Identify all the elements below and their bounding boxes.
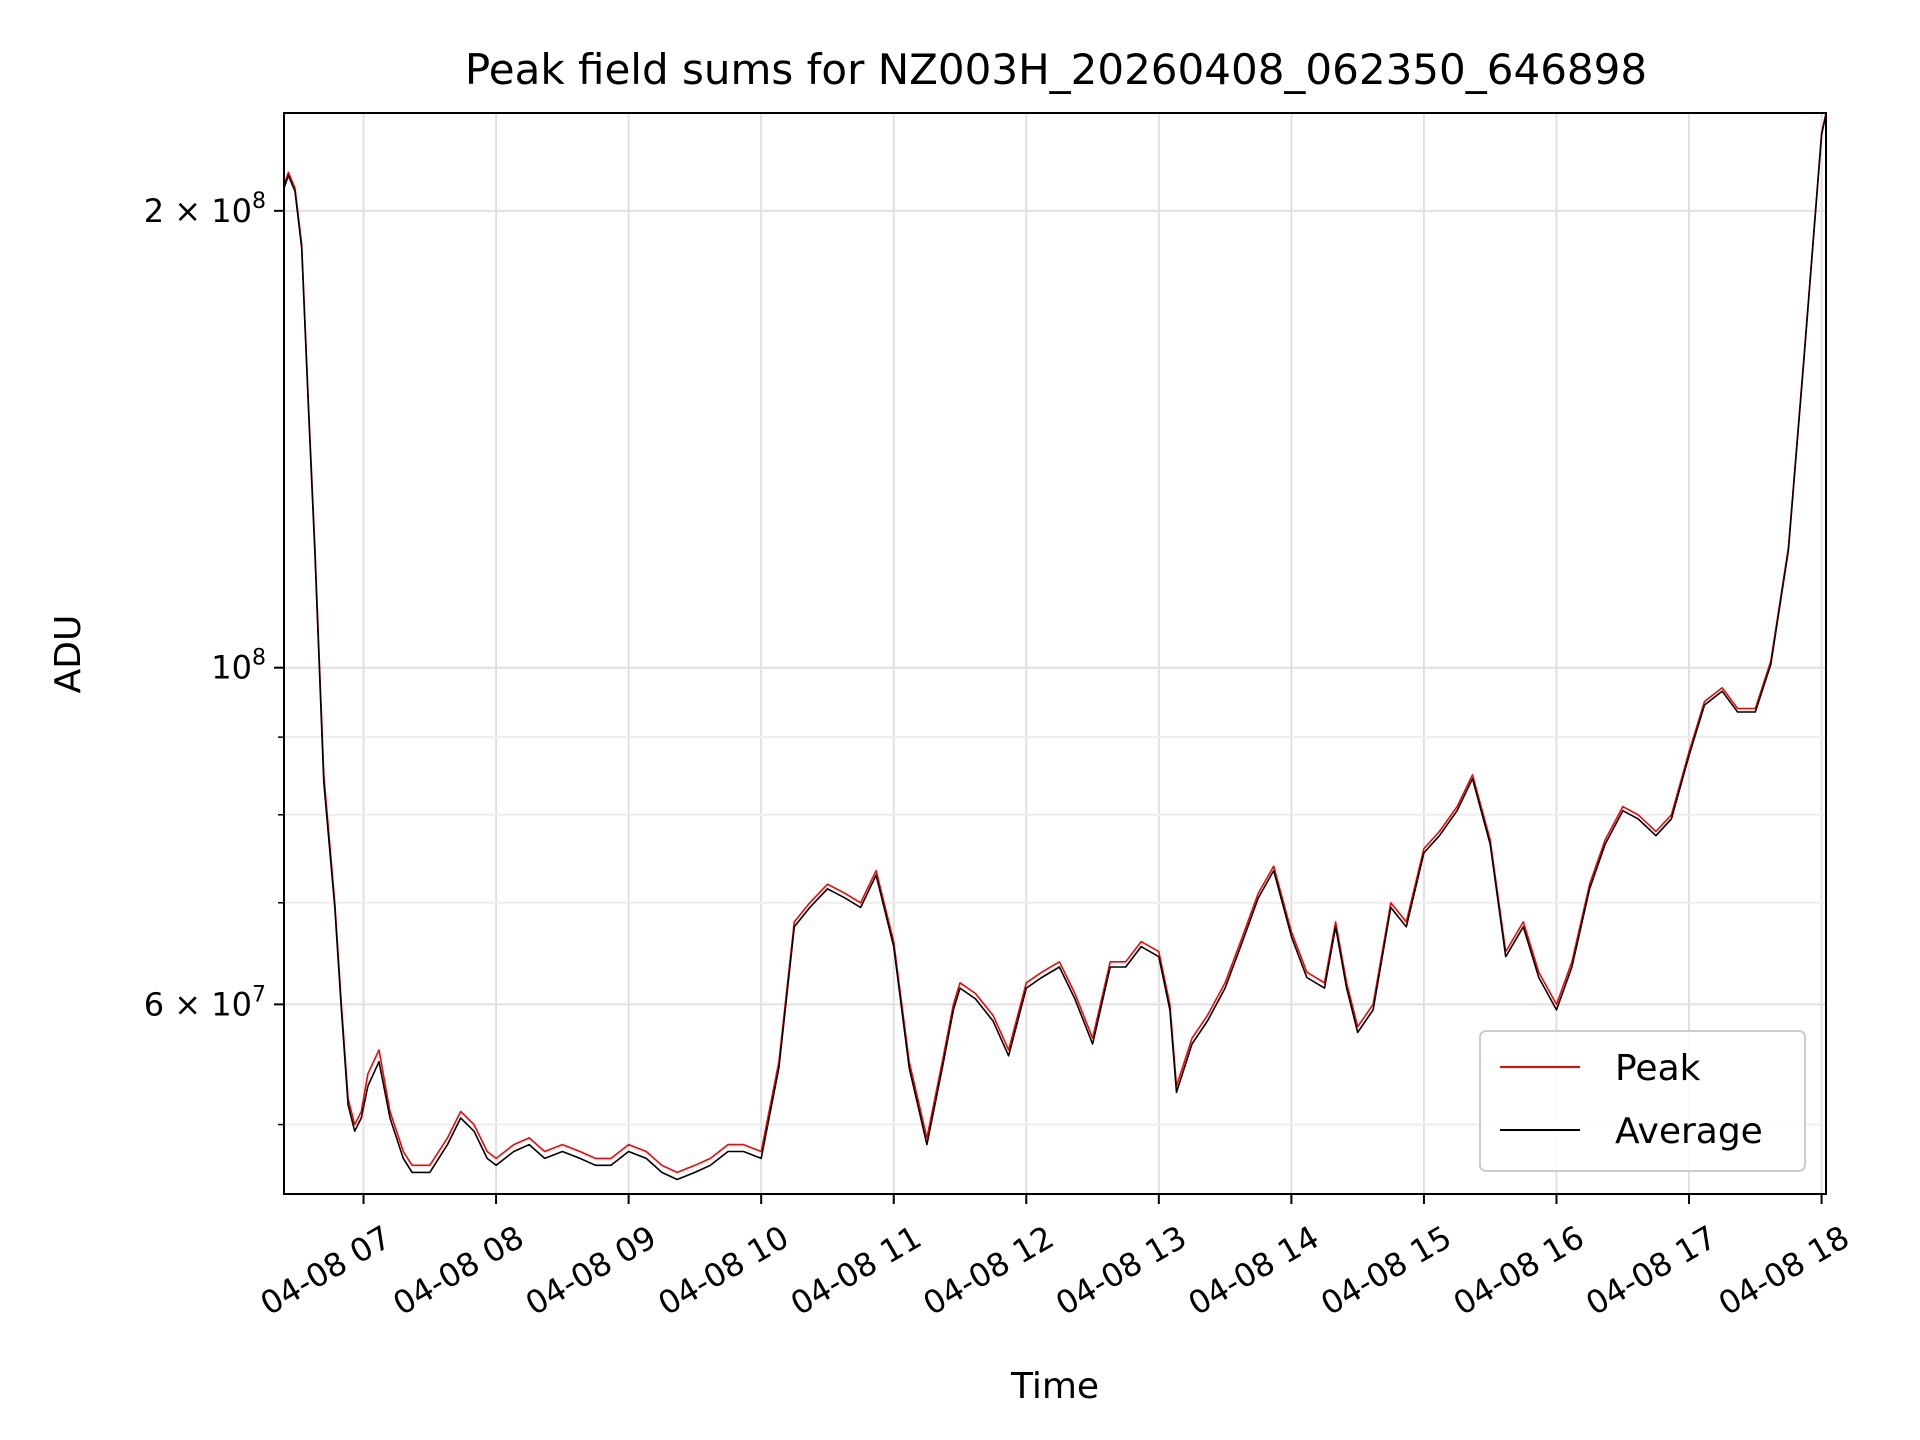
series-line-peak: [284, 113, 1826, 1174]
y-tick-label: 2 × 108: [144, 189, 266, 230]
series-line-average: [284, 114, 1826, 1181]
plot-frame: [283, 112, 1827, 1195]
legend-label-average: Average: [1615, 1111, 1763, 1152]
legend: Peak Average: [1479, 1030, 1806, 1172]
legend-label-peak: Peak: [1615, 1048, 1701, 1089]
chart-title: Peak field sums for NZ003H_20260408_0623…: [465, 45, 1647, 94]
x-axis-label: Time: [1010, 1366, 1099, 1407]
y-tick-label: 6 × 107: [144, 982, 266, 1023]
grid: [284, 113, 1826, 1194]
y-tick-label: 108: [211, 646, 266, 687]
y-axis: 2 × 108 108 6 × 107: [144, 189, 284, 1126]
series-layer: [284, 113, 1826, 1181]
y-axis-label: ADU: [48, 615, 89, 694]
